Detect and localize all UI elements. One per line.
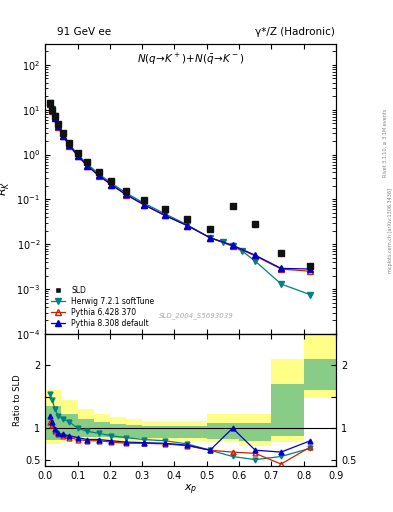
Herwig 7.2.1 softTune (279, 281, 283, 287)
Pythia 6.428 370 (279, 266, 283, 272)
Pythia 6.428 370 (109, 182, 114, 188)
Pythia 8.308 default (141, 201, 146, 207)
Herwig 7.2.1 softTune (253, 258, 257, 264)
Pythia 8.308 default (61, 133, 65, 139)
Pythia 8.308 default (124, 191, 129, 198)
Pythia 8.308 default (48, 100, 52, 106)
Herwig 7.2.1 softTune (109, 180, 114, 186)
Text: 91 GeV ee: 91 GeV ee (57, 27, 111, 37)
Pythia 6.428 370 (53, 115, 57, 121)
Pythia 6.428 370 (85, 163, 90, 169)
Pythia 6.428 370 (308, 268, 312, 274)
Y-axis label: Ratio to SLD: Ratio to SLD (13, 374, 22, 426)
Pythia 8.308 default (85, 162, 90, 168)
Pythia 6.428 370 (208, 234, 212, 241)
Herwig 7.2.1 softTune (308, 292, 312, 298)
Pythia 6.428 370 (48, 101, 52, 107)
X-axis label: $x_p$: $x_p$ (184, 482, 197, 497)
Herwig 7.2.1 softTune (162, 210, 167, 217)
Pythia 8.308 default (230, 242, 235, 248)
Herwig 7.2.1 softTune (75, 151, 80, 157)
Herwig 7.2.1 softTune (67, 141, 72, 147)
Legend: SLD, Herwig 7.2.1 softTune, Pythia 6.428 370, Pythia 8.308 default: SLD, Herwig 7.2.1 softTune, Pythia 6.428… (49, 284, 156, 330)
Text: Rivet 3.1.10, ≥ 3.1M events: Rivet 3.1.10, ≥ 3.1M events (383, 109, 387, 178)
Pythia 6.428 370 (162, 212, 167, 219)
Herwig 7.2.1 softTune (48, 99, 52, 105)
Text: $N(q\!\rightarrow\! K^+)\!+\!N(\bar{q}\!\rightarrow\! K^-)$: $N(q\!\rightarrow\! K^+)\!+\!N(\bar{q}\!… (137, 52, 244, 68)
Herwig 7.2.1 softTune (50, 105, 55, 112)
Herwig 7.2.1 softTune (124, 190, 129, 196)
Line: Pythia 6.428 370: Pythia 6.428 370 (47, 101, 313, 274)
Text: γ*/Z (Hadronic): γ*/Z (Hadronic) (255, 27, 335, 37)
Herwig 7.2.1 softTune (53, 113, 57, 119)
Text: SLD_2004_S5693039: SLD_2004_S5693039 (159, 313, 234, 319)
Pythia 8.308 default (96, 172, 101, 178)
Herwig 7.2.1 softTune (208, 234, 212, 241)
Text: mcplots.cern.ch [arXiv:1306.3436]: mcplots.cern.ch [arXiv:1306.3436] (388, 188, 393, 273)
Herwig 7.2.1 softTune (240, 248, 245, 254)
Herwig 7.2.1 softTune (56, 122, 61, 128)
Pythia 6.428 370 (124, 191, 129, 198)
Pythia 6.428 370 (56, 123, 61, 130)
Pythia 8.308 default (67, 142, 72, 148)
Herwig 7.2.1 softTune (230, 243, 235, 249)
Pythia 8.308 default (50, 107, 55, 113)
Herwig 7.2.1 softTune (96, 170, 101, 177)
Pythia 8.308 default (109, 182, 114, 188)
Pythia 6.428 370 (50, 108, 55, 114)
Herwig 7.2.1 softTune (85, 161, 90, 167)
Pythia 8.308 default (185, 223, 190, 229)
Herwig 7.2.1 softTune (141, 200, 146, 206)
Pythia 6.428 370 (230, 243, 235, 249)
Pythia 8.308 default (56, 123, 61, 129)
Pythia 8.308 default (253, 252, 257, 258)
Pythia 6.428 370 (96, 173, 101, 179)
Pythia 6.428 370 (253, 253, 257, 259)
Pythia 8.308 default (75, 153, 80, 159)
Pythia 6.428 370 (61, 133, 65, 139)
Pythia 6.428 370 (185, 223, 190, 229)
Pythia 8.308 default (162, 212, 167, 219)
Pythia 8.308 default (208, 234, 212, 241)
Pythia 8.308 default (53, 115, 57, 121)
Herwig 7.2.1 softTune (220, 239, 225, 245)
Pythia 6.428 370 (141, 202, 146, 208)
Y-axis label: $R^q_K$: $R^q_K$ (0, 181, 13, 197)
Pythia 8.308 default (308, 266, 312, 272)
Herwig 7.2.1 softTune (61, 131, 65, 137)
Herwig 7.2.1 softTune (185, 222, 190, 228)
Pythia 6.428 370 (67, 143, 72, 149)
Pythia 8.308 default (279, 265, 283, 271)
Line: Herwig 7.2.1 softTune: Herwig 7.2.1 softTune (47, 100, 313, 297)
Line: Pythia 8.308 default: Pythia 8.308 default (47, 101, 313, 272)
Pythia 6.428 370 (75, 153, 80, 159)
